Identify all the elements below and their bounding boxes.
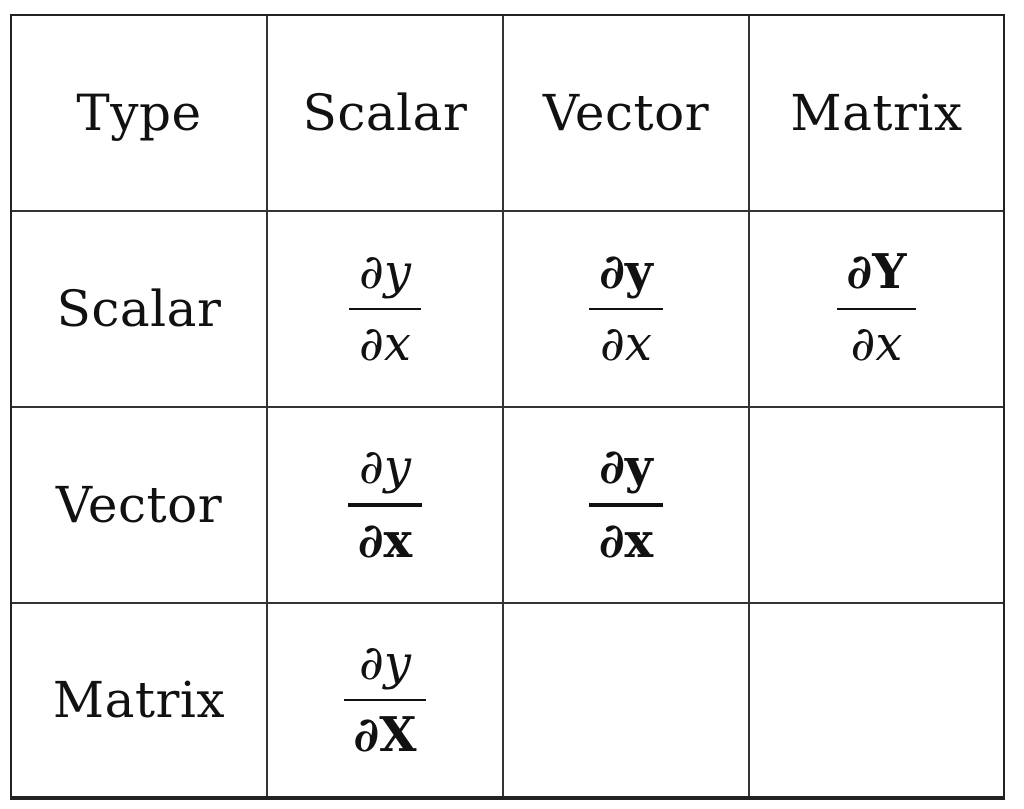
fraction-bar bbox=[589, 308, 663, 310]
derivative-fraction: ∂y ∂x bbox=[588, 439, 664, 570]
fraction-denominator: ∂x bbox=[600, 316, 652, 372]
header-scalar-label: Scalar bbox=[302, 84, 468, 142]
fraction-bar bbox=[588, 503, 664, 507]
cell-matrix-scalar: ∂y ∂X bbox=[268, 604, 504, 796]
header-matrix-label: Matrix bbox=[790, 84, 963, 142]
fraction-bar bbox=[349, 308, 421, 310]
fraction-denominator: ∂x bbox=[850, 316, 903, 372]
fraction-denominator: ∂x bbox=[598, 513, 654, 569]
row-label-cell-matrix: Matrix bbox=[12, 604, 268, 796]
derivative-types-table: Type Scalar Vector Matrix Scalar ∂y ∂x ∂… bbox=[10, 14, 1005, 800]
cell-matrix-matrix-empty bbox=[750, 604, 1003, 796]
fraction-numerator: ∂y bbox=[359, 244, 411, 301]
cell-vector-vector: ∂y ∂x bbox=[504, 408, 750, 604]
cell-scalar-scalar: ∂y ∂x bbox=[268, 212, 504, 408]
row-scalar-label: Scalar bbox=[56, 280, 222, 338]
row-label-cell-vector: Vector bbox=[12, 408, 268, 604]
derivative-fraction: ∂Y ∂x bbox=[836, 244, 917, 373]
cell-scalar-vector: ∂y ∂x bbox=[504, 212, 750, 408]
cell-vector-scalar: ∂y ∂x bbox=[268, 408, 504, 604]
fraction-numerator: ∂y bbox=[599, 439, 653, 496]
derivative-fraction: ∂y ∂x bbox=[347, 439, 423, 570]
fraction-denominator: ∂x bbox=[359, 316, 411, 372]
cell-matrix-vector-empty bbox=[504, 604, 750, 796]
header-cell-scalar: Scalar bbox=[268, 16, 504, 212]
header-cell-vector: Vector bbox=[504, 16, 750, 212]
derivative-fraction: ∂y ∂x bbox=[589, 244, 663, 373]
derivative-fraction: ∂y ∂x bbox=[349, 244, 421, 373]
fraction-bar bbox=[836, 308, 917, 310]
derivative-fraction: ∂y ∂X bbox=[343, 635, 427, 764]
header-cell-matrix: Matrix bbox=[750, 16, 1003, 212]
cell-vector-matrix-empty bbox=[750, 408, 1003, 604]
row-label-cell-scalar: Scalar bbox=[12, 212, 268, 408]
fraction-bar bbox=[343, 699, 427, 701]
fraction-numerator: ∂y bbox=[359, 635, 411, 692]
cell-scalar-matrix: ∂Y ∂x bbox=[750, 212, 1003, 408]
fraction-numerator: ∂y bbox=[599, 244, 653, 301]
header-cell-type: Type bbox=[12, 16, 268, 212]
header-type-label: Type bbox=[76, 84, 202, 142]
fraction-denominator: ∂x bbox=[357, 513, 413, 569]
header-vector-label: Vector bbox=[542, 84, 710, 142]
fraction-numerator: ∂y bbox=[359, 439, 411, 496]
row-matrix-label: Matrix bbox=[52, 671, 226, 729]
fraction-denominator: ∂X bbox=[353, 707, 417, 763]
fraction-bar bbox=[347, 503, 423, 507]
row-vector-label: Vector bbox=[55, 476, 223, 534]
fraction-numerator: ∂Y bbox=[846, 244, 907, 301]
